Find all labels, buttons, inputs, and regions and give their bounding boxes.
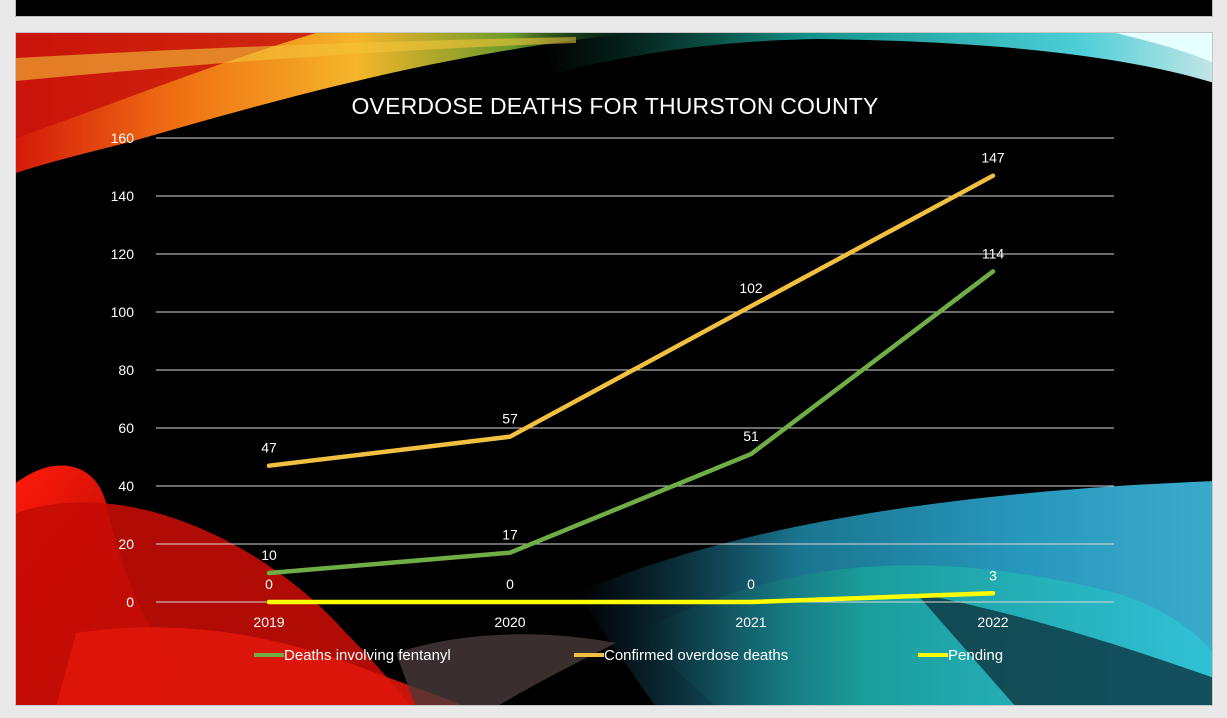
legend-swatch-fentanyl (254, 653, 284, 657)
data-label-confirmed: 102 (739, 280, 763, 296)
legend-label-confirmed: Confirmed overdose deaths (604, 646, 789, 664)
x-tick-label: 2020 (494, 614, 525, 630)
data-label-fentanyl: 10 (261, 547, 277, 563)
x-tick-label: 2022 (977, 614, 1008, 630)
legend-swatch-confirmed (574, 653, 604, 657)
legend-swatch-pending (918, 653, 948, 657)
data-label-confirmed: 147 (981, 150, 1005, 166)
data-label-fentanyl: 114 (982, 245, 1005, 261)
x-tick-label: 2019 (253, 614, 284, 630)
legend-label-fentanyl: Deaths involving fentanyl (284, 646, 451, 664)
legend-item-confirmed: Confirmed overdose deaths (574, 645, 788, 665)
legend-label-pending: Pending (948, 646, 1004, 664)
data-label-pending: 3 (989, 567, 997, 583)
data-label-pending: 0 (747, 576, 755, 592)
y-tick-label: 120 (111, 246, 135, 262)
data-label-confirmed: 57 (502, 411, 518, 427)
legend-item-fentanyl: Deaths involving fentanyl (254, 645, 451, 665)
data-label-pending: 0 (506, 576, 514, 592)
x-axis-tick-labels: 2019 2020 2021 2022 (253, 614, 1008, 630)
data-label-confirmed: 47 (261, 440, 277, 456)
slide: OVERDOSE DEATHS FOR THURSTON COUNTY 0 20 4… (15, 32, 1213, 706)
y-tick-label: 0 (126, 594, 134, 610)
series-line-fentanyl (266, 269, 996, 576)
y-axis-tick-labels: 0 20 40 60 80 100 120 140 160 (111, 130, 135, 610)
y-tick-label: 160 (111, 130, 135, 146)
y-tick-label: 40 (118, 478, 134, 494)
y-tick-label: 100 (111, 304, 135, 320)
chart-title: OVERDOSE DEATHS FOR THURSTON COUNTY (351, 93, 879, 119)
slide-background-art (16, 33, 1212, 705)
data-label-pending: 0 (265, 576, 273, 592)
legend-item-pending: Pending (918, 645, 1003, 665)
y-tick-label: 140 (111, 188, 135, 204)
previous-slide-thumbnail (15, 0, 1213, 17)
y-tick-label: 60 (118, 420, 134, 436)
y-tick-label: 80 (118, 362, 134, 378)
x-tick-label: 2021 (735, 614, 766, 630)
y-tick-label: 20 (118, 536, 134, 552)
data-labels: 10 17 51 114 47 57 102 147 0 0 0 3 (261, 150, 1005, 592)
series-lines (266, 173, 996, 605)
series-line-confirmed (266, 173, 996, 468)
series-line-pending (266, 591, 996, 605)
data-label-fentanyl: 17 (502, 527, 518, 543)
data-label-fentanyl: 51 (743, 428, 759, 444)
